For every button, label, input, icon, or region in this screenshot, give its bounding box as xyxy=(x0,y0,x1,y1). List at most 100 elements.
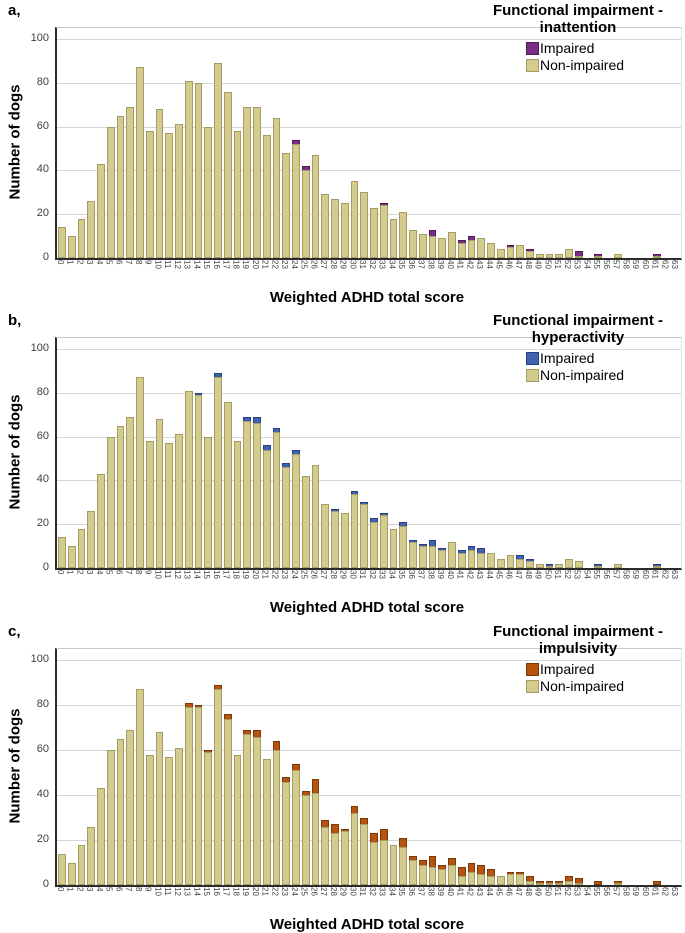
y-tick-label-80: 80 xyxy=(36,75,49,88)
x-tick-label-11: 11 xyxy=(163,887,173,896)
bar-x21 xyxy=(262,649,272,885)
bar-segment-impaired xyxy=(379,513,388,516)
x-tick-label-10: 10 xyxy=(153,887,163,896)
bar-x34 xyxy=(389,338,399,568)
bar-segment-non-impaired xyxy=(223,91,232,258)
x-tick-label-27: 27 xyxy=(319,260,329,269)
bar-x16 xyxy=(213,338,223,568)
bar-segment-non-impaired xyxy=(574,255,583,258)
bar-x33 xyxy=(379,649,389,885)
bar-segment-non-impaired xyxy=(97,788,105,885)
bar-segment-non-impaired xyxy=(574,561,583,568)
bar-segment-impaired xyxy=(272,427,281,433)
bar-x24 xyxy=(291,338,301,568)
bar-segment-impaired xyxy=(438,548,446,551)
y-tick-label-40: 40 xyxy=(36,788,49,801)
bar-segment-non-impaired xyxy=(565,880,573,885)
bar-segment-non-impaired xyxy=(87,826,95,885)
y-axis-title: Number of dogs xyxy=(6,708,24,824)
legend-b: Functional impairment - hyperactivity Impa… xyxy=(474,312,682,384)
bar-segment-non-impaired xyxy=(311,155,320,258)
bar-x9 xyxy=(145,649,155,885)
x-tick-label-5: 5 xyxy=(104,260,114,265)
bar-segment-non-impaired xyxy=(496,559,505,568)
legend-items: Impaired Non-impaired xyxy=(474,350,682,384)
bar-segment-impaired xyxy=(184,702,193,708)
bar-x36 xyxy=(408,649,418,885)
x-tick-label-22: 22 xyxy=(270,887,280,896)
x-tick-label-26: 26 xyxy=(309,260,319,269)
bar-segment-non-impaired xyxy=(399,212,407,258)
bar-x8 xyxy=(135,28,145,258)
x-tick-label-1: 1 xyxy=(65,570,75,575)
bar-x30 xyxy=(350,28,360,258)
bar-x24 xyxy=(291,649,301,885)
bar-x7 xyxy=(125,28,135,258)
bar-segment-non-impaired xyxy=(360,504,368,568)
x-tick-label-21: 21 xyxy=(260,260,270,269)
bar-x13 xyxy=(184,28,194,258)
x-tick-label-63: 63 xyxy=(670,570,680,579)
legend-item-impaired: Impaired xyxy=(526,40,594,57)
bar-x29 xyxy=(340,28,350,258)
x-tick-label-5: 5 xyxy=(104,570,114,575)
bar-segment-impaired xyxy=(292,763,300,771)
x-tick-label-29: 29 xyxy=(338,570,348,579)
bar-segment-impaired xyxy=(399,837,407,847)
legend-title-line1: Functional impairment - xyxy=(492,623,663,640)
bar-x38 xyxy=(428,649,438,885)
x-tick-label-44: 44 xyxy=(484,260,494,269)
x-tick-label-46: 46 xyxy=(504,887,514,896)
bar-x50 xyxy=(545,649,555,885)
x-tick-label-34: 34 xyxy=(387,887,397,896)
legend-item-impaired: Impaired xyxy=(526,661,594,678)
bar-segment-impaired xyxy=(321,819,329,827)
non-impaired-swatch-icon xyxy=(526,368,539,382)
bar-x4 xyxy=(96,28,106,258)
x-tick-label-13: 13 xyxy=(182,570,192,579)
bar-segment-non-impaired xyxy=(340,513,349,568)
x-tick-label-25: 25 xyxy=(299,887,309,896)
bar-segment-impaired xyxy=(282,462,290,468)
bars-container xyxy=(57,649,681,885)
bar-segment-impaired xyxy=(652,253,661,256)
bar-x17 xyxy=(223,649,233,885)
bar-x57 xyxy=(613,28,623,258)
bar-segment-non-impaired xyxy=(535,563,544,568)
y-axis-title: Number of dogs xyxy=(6,84,24,200)
bar-segment-impaired xyxy=(428,855,437,868)
bar-segment-non-impaired xyxy=(574,882,583,885)
bar-x8 xyxy=(135,649,145,885)
x-tick-label-37: 37 xyxy=(416,887,426,896)
bar-x47 xyxy=(515,338,525,568)
bar-segment-non-impaired xyxy=(594,565,602,568)
bar-segment-impaired xyxy=(379,828,388,841)
bar-x19 xyxy=(242,649,252,885)
bar-x46 xyxy=(506,28,516,258)
x-tick-label-59: 59 xyxy=(631,260,641,269)
bar-segment-non-impaired xyxy=(145,754,154,885)
bar-segment-impaired xyxy=(272,741,281,751)
bar-segment-impaired xyxy=(409,855,417,861)
bar-x35 xyxy=(398,28,408,258)
x-tick-label-2: 2 xyxy=(75,887,85,892)
x-tick-label-4: 4 xyxy=(94,570,104,575)
bar-x53 xyxy=(574,28,584,258)
bar-x28 xyxy=(330,649,340,885)
bar-x10 xyxy=(155,649,165,885)
legend-item-label: Impaired xyxy=(540,661,595,677)
bar-x1 xyxy=(67,649,77,885)
bar-x52 xyxy=(564,649,574,885)
bar-segment-non-impaired xyxy=(545,882,554,885)
x-tick-label-29: 29 xyxy=(338,260,348,269)
bar-segment-non-impaired xyxy=(253,423,261,568)
bar-segment-non-impaired xyxy=(233,754,242,885)
bar-segment-impaired xyxy=(292,449,300,455)
bar-x35 xyxy=(398,338,408,568)
bar-x32 xyxy=(369,28,379,258)
bar-x41 xyxy=(457,649,467,885)
bar-x12 xyxy=(174,338,184,568)
x-tick-label-62: 62 xyxy=(660,570,670,579)
bar-segment-impaired xyxy=(350,806,359,814)
x-tick-label-37: 37 xyxy=(416,260,426,269)
